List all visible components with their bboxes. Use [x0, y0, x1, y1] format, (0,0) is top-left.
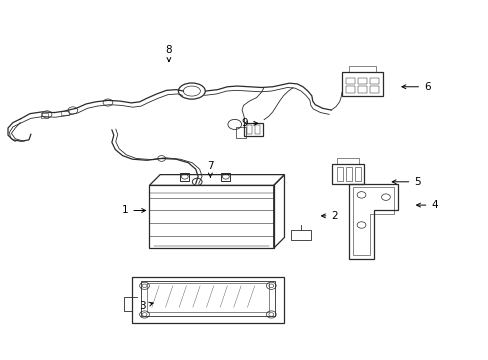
Bar — [345, 167, 351, 181]
Bar — [221, 173, 230, 180]
Bar — [235, 127, 246, 138]
Bar — [331, 164, 363, 184]
Text: 1: 1 — [122, 206, 145, 216]
Bar — [348, 66, 375, 72]
Bar — [345, 86, 354, 93]
Text: 7: 7 — [206, 161, 213, 177]
Bar — [247, 125, 252, 134]
Text: 2: 2 — [321, 211, 337, 221]
Bar — [341, 72, 383, 96]
Text: 6: 6 — [401, 82, 430, 92]
Bar — [41, 113, 48, 118]
Bar — [354, 167, 360, 181]
Bar — [369, 86, 378, 93]
Bar — [357, 86, 366, 93]
Bar — [254, 125, 259, 134]
Text: 3: 3 — [139, 301, 153, 311]
Bar — [336, 167, 342, 181]
Bar — [369, 78, 378, 84]
Bar — [345, 78, 354, 84]
Bar — [290, 230, 311, 240]
Bar — [244, 123, 263, 136]
Text: 5: 5 — [391, 177, 420, 187]
Bar — [141, 281, 274, 316]
Bar — [147, 283, 268, 312]
Bar — [180, 173, 189, 180]
Bar — [357, 78, 366, 84]
Bar — [61, 111, 69, 116]
Text: 9: 9 — [241, 118, 257, 128]
Text: 8: 8 — [165, 45, 172, 62]
Bar — [132, 277, 283, 323]
Bar — [336, 158, 358, 164]
Text: 4: 4 — [416, 200, 437, 210]
